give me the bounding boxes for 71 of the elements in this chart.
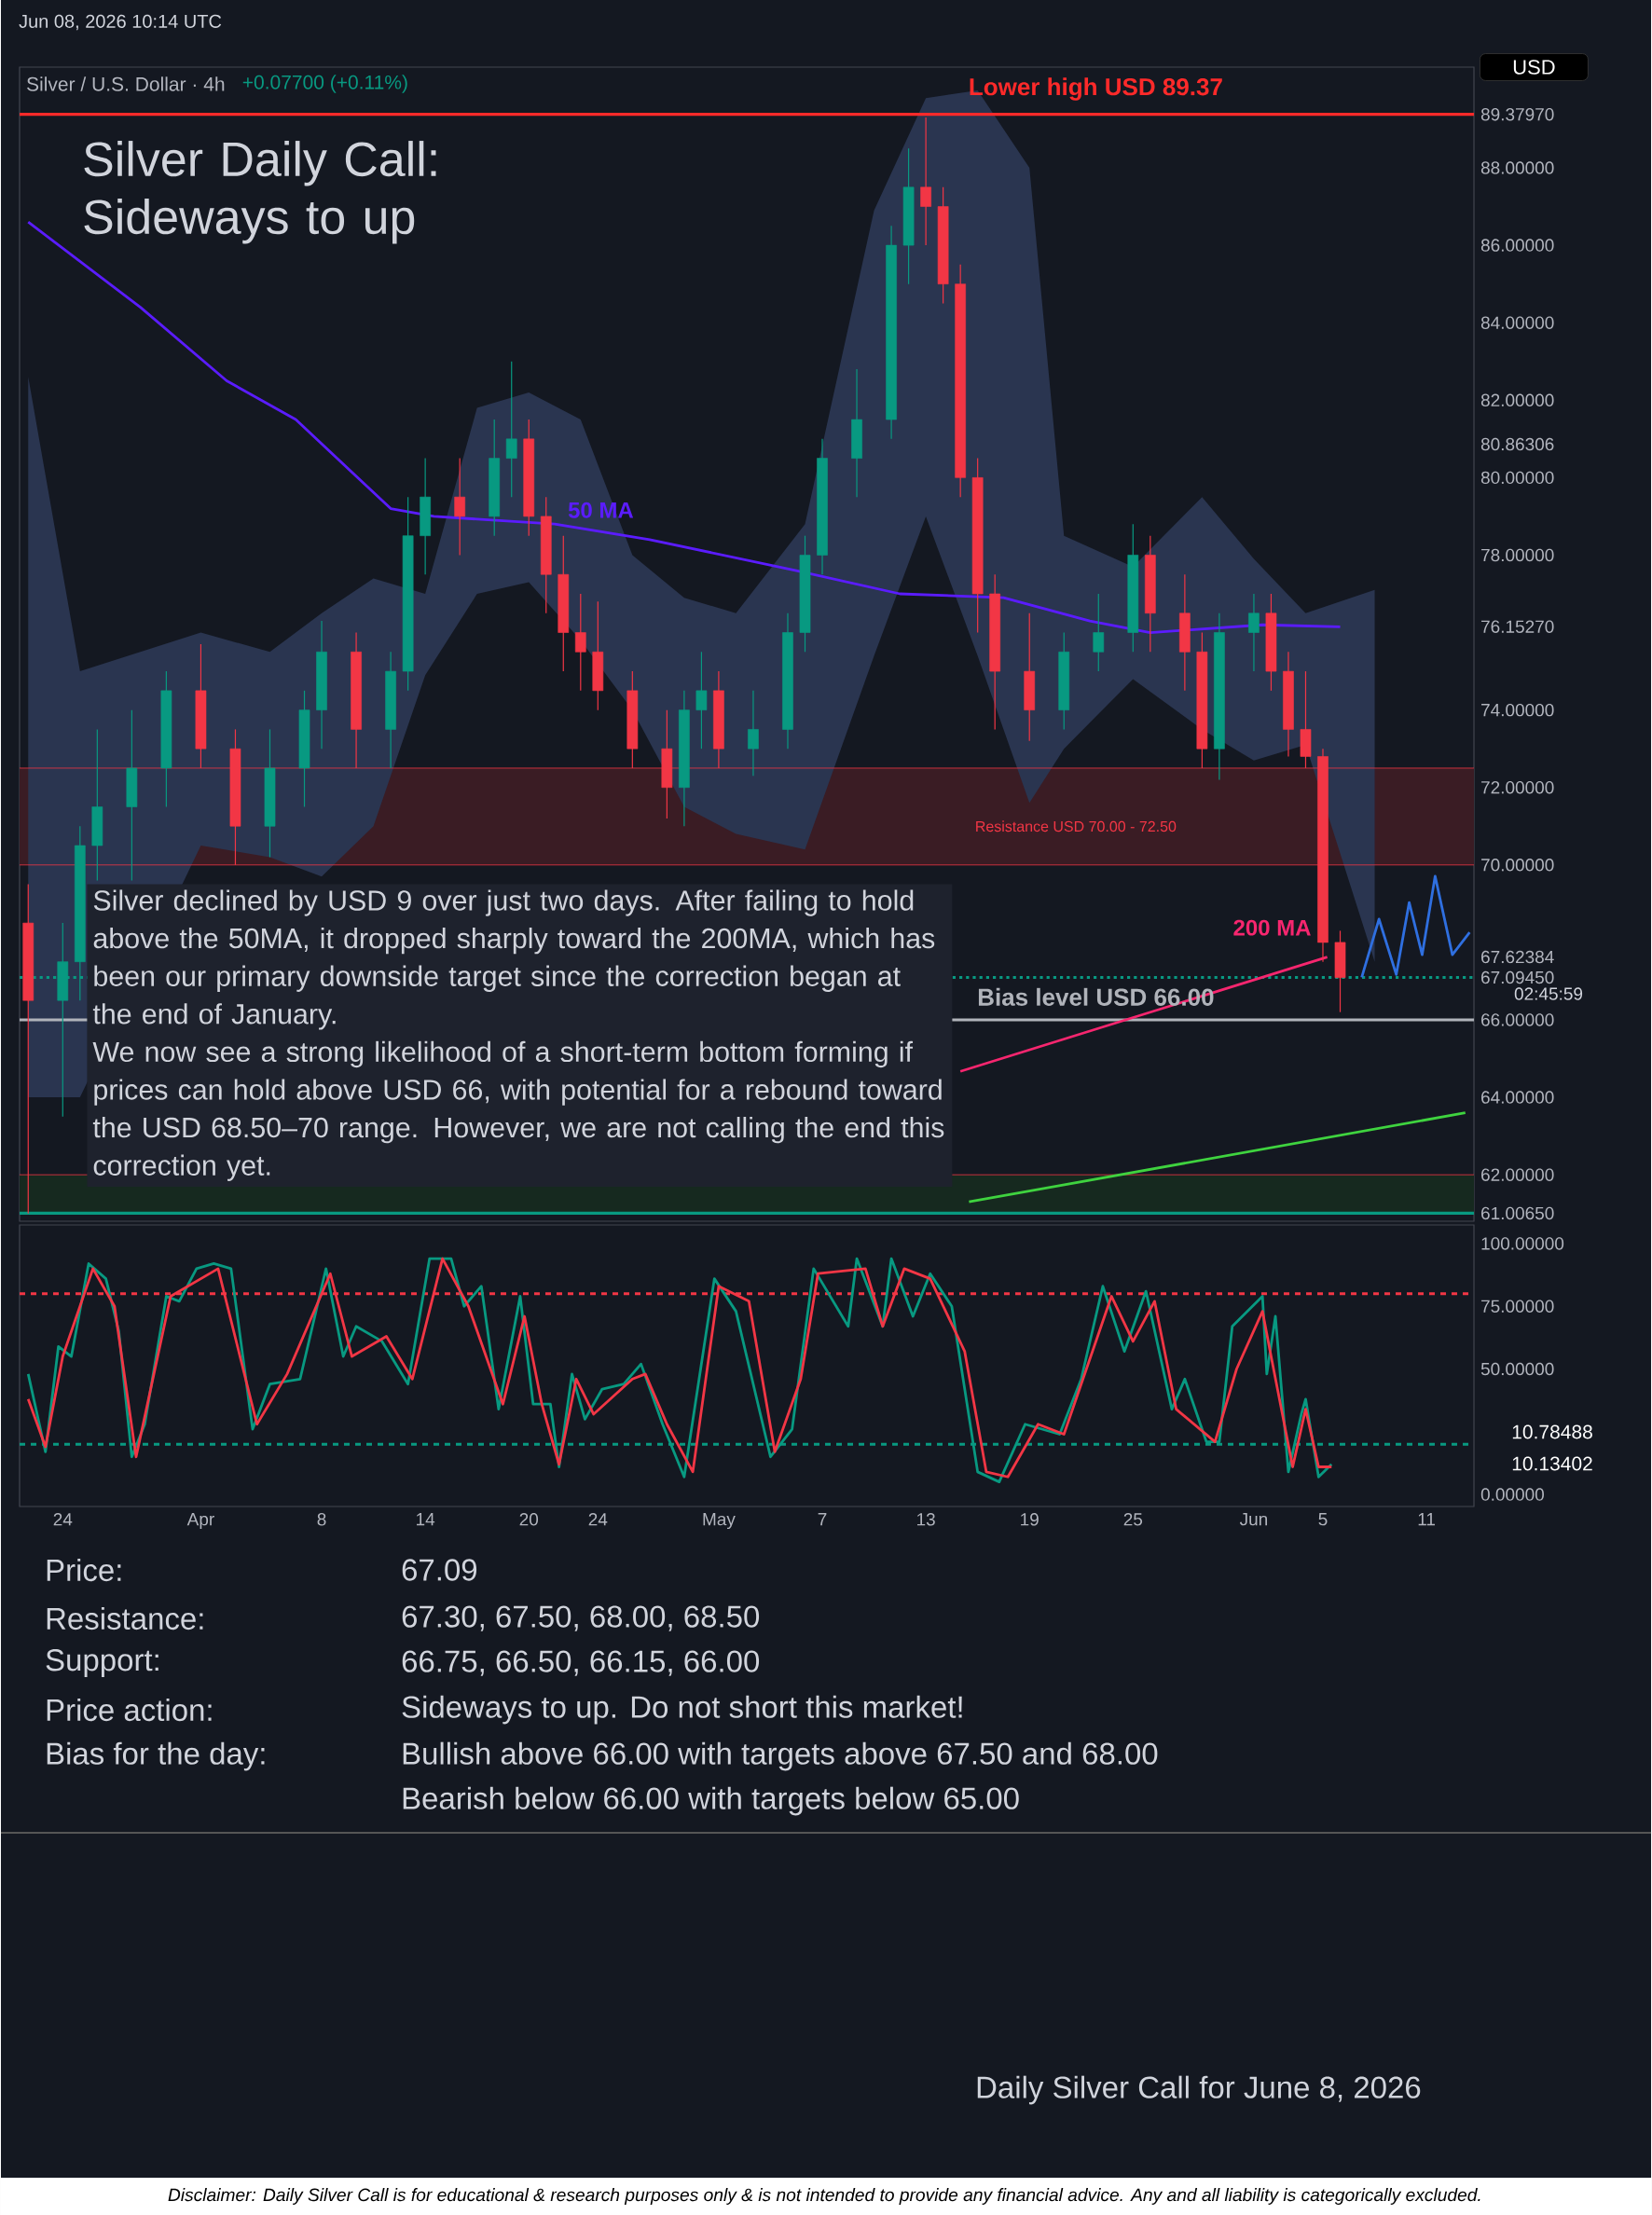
x-tick-label: 7	[818, 1513, 827, 1526]
x-tick-label: 20	[519, 1513, 539, 1526]
y-tick-label: 0.00000	[1480, 1488, 1544, 1501]
text: USD	[1513, 60, 1555, 75]
y-tick-label: 88.00000	[1480, 161, 1554, 174]
band-label: Resistance USD 70.00 - 72.50	[976, 820, 1177, 832]
y-tick-label: 80.86306	[1480, 437, 1554, 451]
candlestick	[505, 361, 517, 498]
text: Bias for the day:	[47, 1741, 265, 1771]
y-tick-label: 84.00000	[1480, 316, 1554, 329]
annotation: We now see a strong likelihood of a short-term bottom forming if prices can hold above USD 66, with potential for a rebound toward the USD 68.50–70 range. However, we are not calling the end this correction yet.	[92, 1040, 944, 1181]
annotation: +0.07700 (+0.11%)	[242, 75, 407, 93]
x-tick-label: 13	[916, 1513, 935, 1526]
y-tick-label: 80.00000	[1480, 471, 1554, 485]
annotation: Silver declined by USD 9 over just two days. After failing to hold above the 50MA, it dropped sharply toward the 200MA, which has been our primary downside target since the correction began at the end of January.	[92, 889, 935, 1030]
y-tick-label: 50.00000	[1480, 1362, 1554, 1376]
text: 66.75, 66.50, 66.15, 66.00	[402, 1650, 760, 1676]
candlestick	[748, 690, 759, 777]
x-tick-label: 8	[317, 1513, 326, 1526]
candlestick	[1248, 593, 1260, 672]
y-tick-label: 89.37970	[1480, 107, 1554, 121]
text: Bearish below 66.00 with targets below 65.00	[403, 1786, 1019, 1816]
y-tick-label: 64.00000	[1481, 1091, 1554, 1104]
text: Silver Daily Call: Sideways to up	[84, 141, 436, 244]
chart-subtitle: Silver / U.S. Dollar · 4h	[27, 76, 225, 91]
x-tick-label: 11	[1418, 1513, 1436, 1526]
candlestick	[695, 651, 708, 750]
y-tick-label: 67.09450	[1481, 970, 1554, 984]
text: Sideways to up. Do not short this market!	[402, 1695, 962, 1725]
candlestick	[454, 458, 466, 557]
series-label: 50 MA	[568, 502, 634, 518]
y-tick-label: 72.00000	[1481, 780, 1554, 794]
y-tick-label: 67.62384	[1481, 950, 1554, 964]
x-tick-label: Jun	[1239, 1513, 1268, 1526]
y-tick-label: 76.15270	[1481, 620, 1554, 633]
x-tick-label: 19	[1021, 1513, 1039, 1526]
y-tick-label: 75.00000	[1481, 1300, 1554, 1313]
y-tick-label: 100.00000	[1481, 1237, 1564, 1250]
y-tick-label: 74.00000	[1481, 703, 1554, 717]
text: 02:45:59	[1514, 987, 1583, 1000]
text: 67.09	[402, 1559, 477, 1581]
x-tick-label: 24	[53, 1513, 73, 1526]
y-tick-label: 78.00000	[1481, 548, 1554, 562]
text: Disclaimer: Daily Silver Call is for educational & research purposes only & is not intended to provide any financial advice. Any and all liability is categorically excluded.	[168, 2188, 1480, 2205]
text: Price action:	[47, 1698, 212, 1722]
candlestick	[574, 593, 586, 692]
y-tick-label: 66.00000	[1481, 1013, 1554, 1026]
x-tick-label: Apr	[186, 1513, 214, 1530]
x-tick-label: May	[703, 1513, 736, 1530]
x-tick-label: 24	[588, 1513, 608, 1526]
text: Price:	[47, 1558, 121, 1582]
x-tick-label: 25	[1123, 1513, 1143, 1526]
candlestick	[1093, 593, 1105, 672]
y-tick-label: 62.00000	[1481, 1168, 1554, 1181]
series-label: 200 MA	[1233, 919, 1311, 936]
y-tick-label: 82.00000	[1480, 393, 1554, 407]
text: Support:	[46, 1649, 158, 1677]
y-tick-label: 86.00000	[1480, 239, 1554, 252]
ref-line-label: Lower high USD 89.37	[970, 77, 1222, 101]
x-tick-label: 14	[417, 1513, 435, 1526]
text: Resistance:	[47, 1606, 203, 1630]
text: Jun 08, 2026 10:14 UTC	[19, 14, 222, 31]
candlestick	[920, 117, 931, 246]
text: Bullish above 66.00 with targets above 67.50 and 68.00	[403, 1741, 1158, 1771]
y-tick-label: 70.00000	[1481, 859, 1554, 872]
text: 67.30, 67.50, 68.00, 68.50	[402, 1605, 760, 1631]
text: Daily Silver Call for June 8, 2026	[977, 2075, 1421, 2105]
text: 10.13402	[1512, 1456, 1592, 1471]
y-tick-label: 61.00650	[1481, 1206, 1554, 1220]
x-tick-label: 5	[1318, 1513, 1328, 1526]
text: 10.78488	[1512, 1424, 1592, 1439]
